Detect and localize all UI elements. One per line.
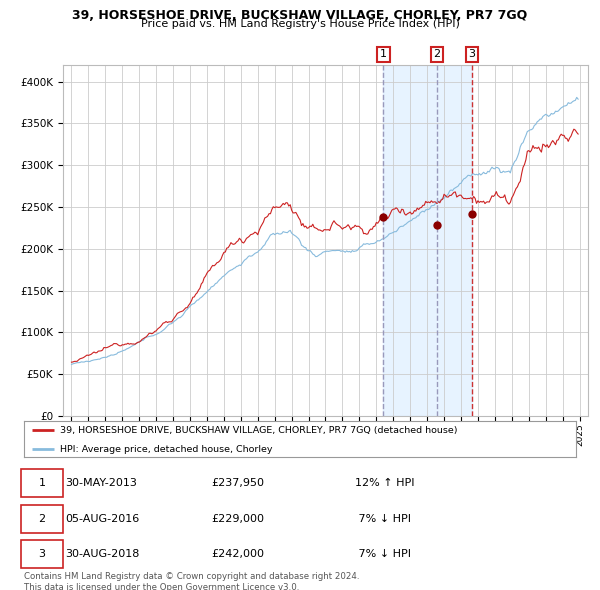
Text: 1: 1 (380, 50, 387, 60)
Text: Contains HM Land Registry data © Crown copyright and database right 2024.
This d: Contains HM Land Registry data © Crown c… (24, 572, 359, 590)
FancyBboxPatch shape (21, 505, 62, 533)
Text: 30-MAY-2013: 30-MAY-2013 (65, 478, 137, 489)
Text: Price paid vs. HM Land Registry's House Price Index (HPI): Price paid vs. HM Land Registry's House … (140, 19, 460, 29)
Text: 39, HORSESHOE DRIVE, BUCKSHAW VILLAGE, CHORLEY, PR7 7GQ: 39, HORSESHOE DRIVE, BUCKSHAW VILLAGE, C… (73, 9, 527, 22)
FancyBboxPatch shape (21, 540, 62, 568)
Text: 30-AUG-2018: 30-AUG-2018 (65, 549, 140, 559)
Text: 2: 2 (38, 514, 46, 524)
Text: HPI: Average price, detached house, Chorley: HPI: Average price, detached house, Chor… (60, 445, 272, 454)
FancyBboxPatch shape (21, 470, 62, 497)
Text: 12% ↑ HPI: 12% ↑ HPI (355, 478, 415, 489)
Text: 7% ↓ HPI: 7% ↓ HPI (355, 514, 411, 524)
Text: 3: 3 (38, 549, 46, 559)
Text: £242,000: £242,000 (212, 549, 265, 559)
Text: 2: 2 (434, 50, 440, 60)
Text: 05-AUG-2016: 05-AUG-2016 (65, 514, 140, 524)
Text: £237,950: £237,950 (212, 478, 265, 489)
Text: 3: 3 (469, 50, 476, 60)
Bar (383, 65, 472, 416)
Text: 39, HORSESHOE DRIVE, BUCKSHAW VILLAGE, CHORLEY, PR7 7GQ (detached house): 39, HORSESHOE DRIVE, BUCKSHAW VILLAGE, C… (60, 425, 457, 435)
Text: 7% ↓ HPI: 7% ↓ HPI (355, 549, 411, 559)
Text: £229,000: £229,000 (212, 514, 265, 524)
Text: 1: 1 (38, 478, 46, 489)
